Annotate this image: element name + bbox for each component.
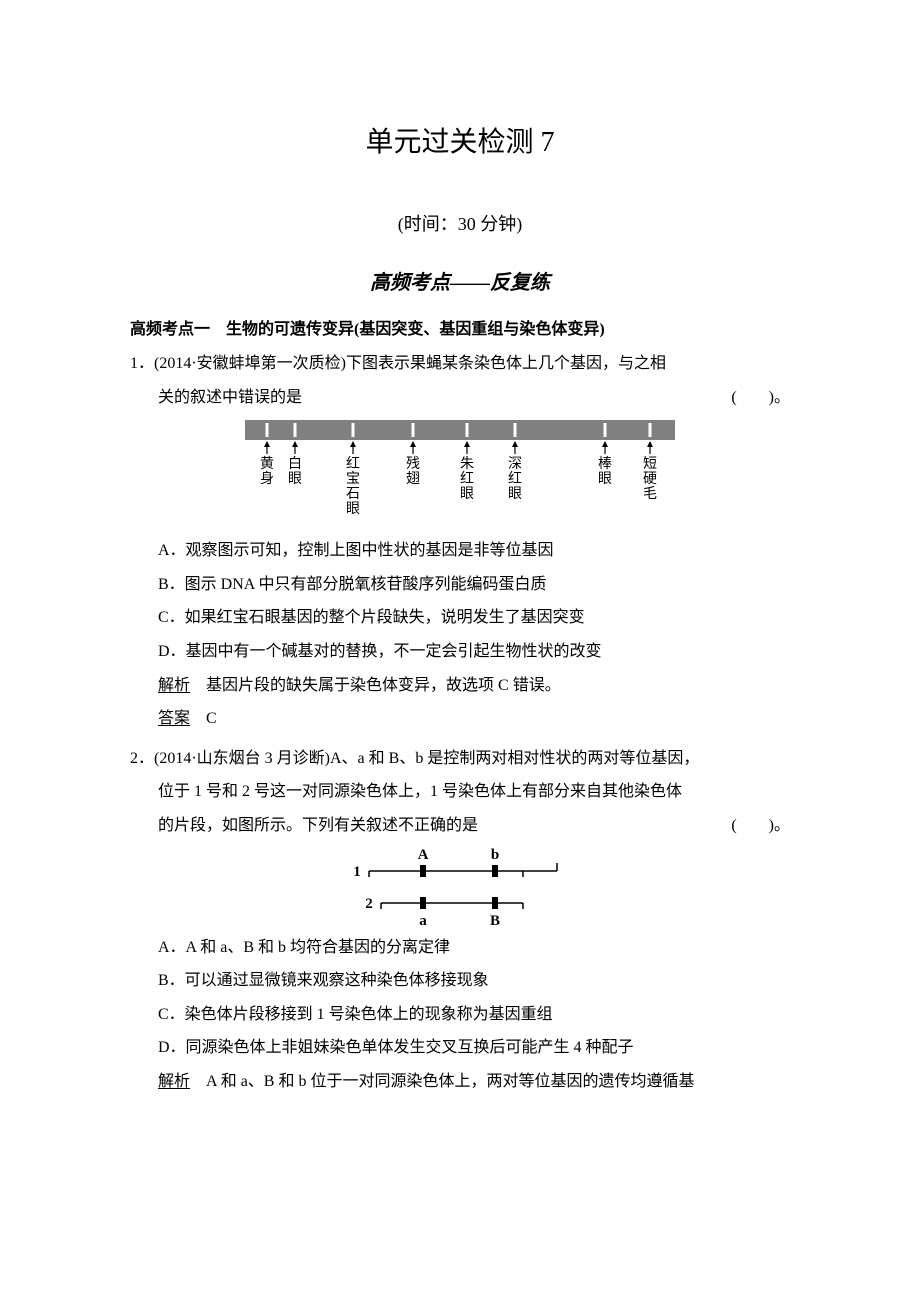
q1-stem-text1: (2014·安徽蚌埠第一次质检)下图表示果蝇某条染色体上几个基因，与之相: [154, 355, 666, 372]
question-2: 2．(2014·山东烟台 3 月诊断)A、a 和 B、b 是控制两对相对性状的两…: [130, 742, 790, 1099]
q2-stem-text2: 位于 1 号和 2 号这一对同源染色体上，1 号染色体上有部分来自其他染色体: [158, 775, 682, 809]
svg-text:毛: 毛: [643, 486, 657, 502]
q1-option-b: B．图示 DNA 中只有部分脱氧核苷酸序列能编码蛋白质: [130, 568, 790, 602]
svg-text:红: 红: [460, 471, 474, 487]
q2-figure: Ab 12 a B: [130, 845, 790, 929]
svg-text:红: 红: [508, 471, 522, 487]
q1-answer-text: C: [190, 710, 217, 727]
svg-text:翅: 翅: [406, 471, 420, 487]
q2-paren: ( )。: [731, 809, 790, 843]
svg-text:短: 短: [643, 456, 657, 472]
section-heading: 高频考点——反复练: [130, 266, 790, 295]
svg-text:眼: 眼: [508, 487, 522, 502]
point-1-heading: 高频考点一 生物的可遗传变异(基因突变、基因重组与染色体变异): [130, 315, 790, 339]
svg-text:黄: 黄: [260, 455, 274, 472]
q2-stem-text3: 的片段，如图所示。下列有关叙述不正确的是: [158, 809, 478, 843]
svg-text:深: 深: [508, 456, 522, 472]
svg-text:眼: 眼: [346, 502, 360, 517]
q2-option-a: A．A 和 a、B 和 b 均符合基因的分离定律: [130, 931, 790, 965]
svg-text:1: 1: [353, 864, 361, 880]
svg-text:b: b: [491, 847, 499, 863]
q2-option-d: D．同源染色体上非姐妹染色单体发生交叉互换后可能产生 4 种配子: [130, 1031, 790, 1065]
page-subtitle: (时间：30 分钟): [130, 210, 790, 236]
q1-paren: ( )。: [731, 381, 790, 415]
q1-stem-line1: 1．(2014·安徽蚌埠第一次质检)下图表示果蝇某条染色体上几个基因，与之相: [130, 347, 790, 381]
svg-text:2: 2: [365, 896, 373, 912]
q1-option-d: D．基因中有一个碱基对的替换，不一定会引起生物性状的改变: [130, 635, 790, 669]
svg-text:身: 身: [260, 471, 274, 487]
q1-explanation: 解析 基因片段的缺失属于染色体变异，故选项 C 错误。: [130, 669, 790, 703]
svg-text:白: 白: [288, 456, 302, 472]
svg-text:a: a: [419, 913, 427, 929]
q2-stem-line3: 的片段，如图所示。下列有关叙述不正确的是 ( )。: [130, 809, 790, 843]
svg-text:眼: 眼: [598, 472, 612, 487]
q2-stem-line1: 2．(2014·山东烟台 3 月诊断)A、a 和 B、b 是控制两对相对性状的两…: [130, 742, 790, 776]
q1-option-c: C．如果红宝石眼基因的整个片段缺失，说明发生了基因突变: [130, 601, 790, 635]
svg-text:A: A: [418, 847, 429, 863]
question-1: 1．(2014·安徽蚌埠第一次质检)下图表示果蝇某条染色体上几个基因，与之相 关…: [130, 347, 790, 736]
q1-answer-label: 答案: [158, 710, 190, 727]
q1-explain-label: 解析: [158, 677, 190, 694]
q2-explanation: 解析 A 和 a、B 和 b 位于一对同源染色体上，两对等位基因的遗传均遵循基: [130, 1065, 790, 1099]
q2-option-c: C．染色体片段移接到 1 号染色体上的现象称为基因重组: [130, 998, 790, 1032]
q2-number: 2．: [130, 750, 154, 767]
page-title: 单元过关检测 7: [130, 120, 790, 160]
svg-text:宝: 宝: [346, 471, 360, 487]
q1-explain-text: 基因片段的缺失属于染色体变异，故选项 C 错误。: [190, 677, 561, 694]
svg-text:石: 石: [346, 487, 360, 502]
q1-answer: 答案 C: [130, 702, 790, 736]
svg-text:硬: 硬: [643, 472, 657, 487]
q1-number: 1．: [130, 355, 154, 372]
q2-stem-text1: (2014·山东烟台 3 月诊断)A、a 和 B、b 是控制两对相对性状的两对等…: [154, 750, 699, 767]
svg-text:残: 残: [406, 456, 420, 472]
svg-text:朱: 朱: [460, 456, 474, 472]
svg-text:眼: 眼: [288, 472, 302, 487]
q1-option-a: A．观察图示可知，控制上图中性状的基因是非等位基因: [130, 534, 790, 568]
q2-stem-line2: 位于 1 号和 2 号这一对同源染色体上，1 号染色体上有部分来自其他染色体: [130, 775, 790, 809]
svg-text:眼: 眼: [460, 487, 474, 502]
q1-figure: 黄身白眼红宝石眼残翅朱红眼深红眼棒眼短硬毛: [130, 420, 790, 526]
svg-text:B: B: [490, 913, 500, 929]
q1-stem-line2: 关的叙述中错误的是 ( )。: [130, 381, 790, 415]
q2-explain-label: 解析: [158, 1073, 190, 1090]
q2-option-b: B．可以通过显微镜来观察这种染色体移接现象: [130, 964, 790, 998]
q1-stem-text2: 关的叙述中错误的是: [158, 381, 302, 415]
svg-text:红: 红: [346, 456, 360, 472]
svg-text:棒: 棒: [598, 456, 612, 472]
q2-explain-text: A 和 a、B 和 b 位于一对同源染色体上，两对等位基因的遗传均遵循基: [190, 1073, 694, 1090]
